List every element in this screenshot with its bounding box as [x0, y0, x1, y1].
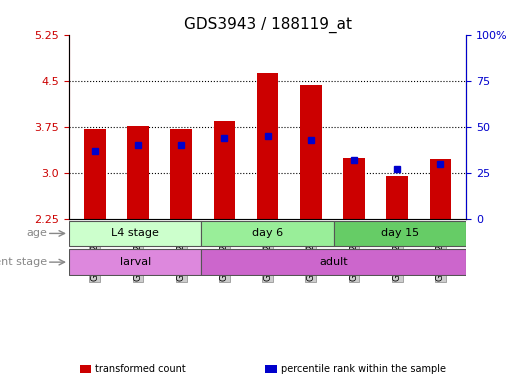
Title: GDS3943 / 188119_at: GDS3943 / 188119_at [184, 17, 351, 33]
Bar [430, 159, 451, 219]
Bar [171, 129, 192, 219]
Text: day 15: day 15 [381, 228, 419, 238]
Text: transformed count: transformed count [95, 364, 186, 374]
FancyBboxPatch shape [201, 220, 334, 247]
Text: larval: larval [120, 257, 151, 267]
FancyBboxPatch shape [69, 249, 201, 275]
FancyBboxPatch shape [334, 220, 466, 247]
Bar [386, 176, 408, 219]
Bar [84, 129, 105, 219]
Bar [343, 158, 365, 219]
Bar [214, 121, 235, 219]
Text: age: age [26, 228, 47, 238]
Bar [300, 85, 322, 219]
Text: L4 stage: L4 stage [111, 228, 159, 238]
FancyBboxPatch shape [69, 220, 201, 247]
Text: development stage: development stage [0, 257, 47, 267]
FancyBboxPatch shape [201, 249, 466, 275]
Text: day 6: day 6 [252, 228, 283, 238]
Bar [127, 126, 149, 219]
Bar [257, 73, 278, 219]
Text: percentile rank within the sample: percentile rank within the sample [281, 364, 446, 374]
Text: adult: adult [320, 257, 348, 267]
